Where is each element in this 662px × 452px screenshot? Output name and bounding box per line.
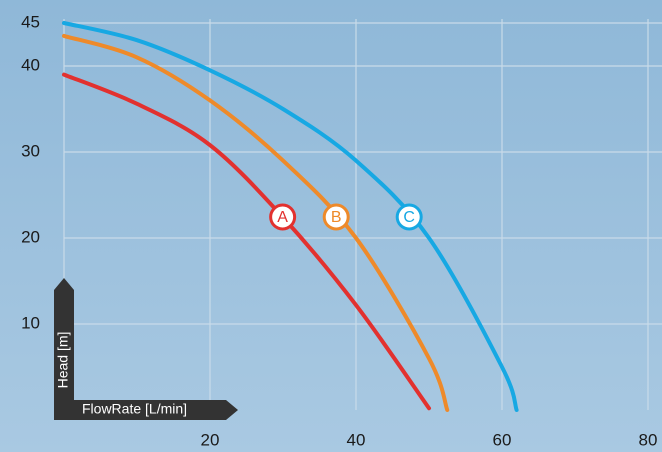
x-tick-label: 60 bbox=[493, 430, 512, 449]
y-tick-label: 45 bbox=[21, 12, 40, 31]
legend-label: C bbox=[403, 209, 415, 226]
legend-label: B bbox=[331, 209, 342, 226]
legend-label: A bbox=[277, 209, 288, 226]
page: {"chart_data": {"type": "line", "x_label… bbox=[0, 0, 662, 452]
x-tick-label: 20 bbox=[201, 430, 220, 449]
y-tick-label: 10 bbox=[21, 313, 40, 332]
x-axis-label: FlowRate [L/min] bbox=[82, 401, 187, 417]
x-tick-label: 40 bbox=[347, 430, 366, 449]
y-axis-label: Head [m] bbox=[55, 332, 71, 389]
x-tick-label: 80 bbox=[639, 430, 658, 449]
y-tick-label: 20 bbox=[21, 227, 40, 246]
y-tick-label: 30 bbox=[21, 141, 40, 160]
y-tick-label: 40 bbox=[21, 55, 40, 74]
chart: A B C Head [m] FlowRate [L/min] 10 20 30 40 45… bbox=[0, 0, 662, 452]
